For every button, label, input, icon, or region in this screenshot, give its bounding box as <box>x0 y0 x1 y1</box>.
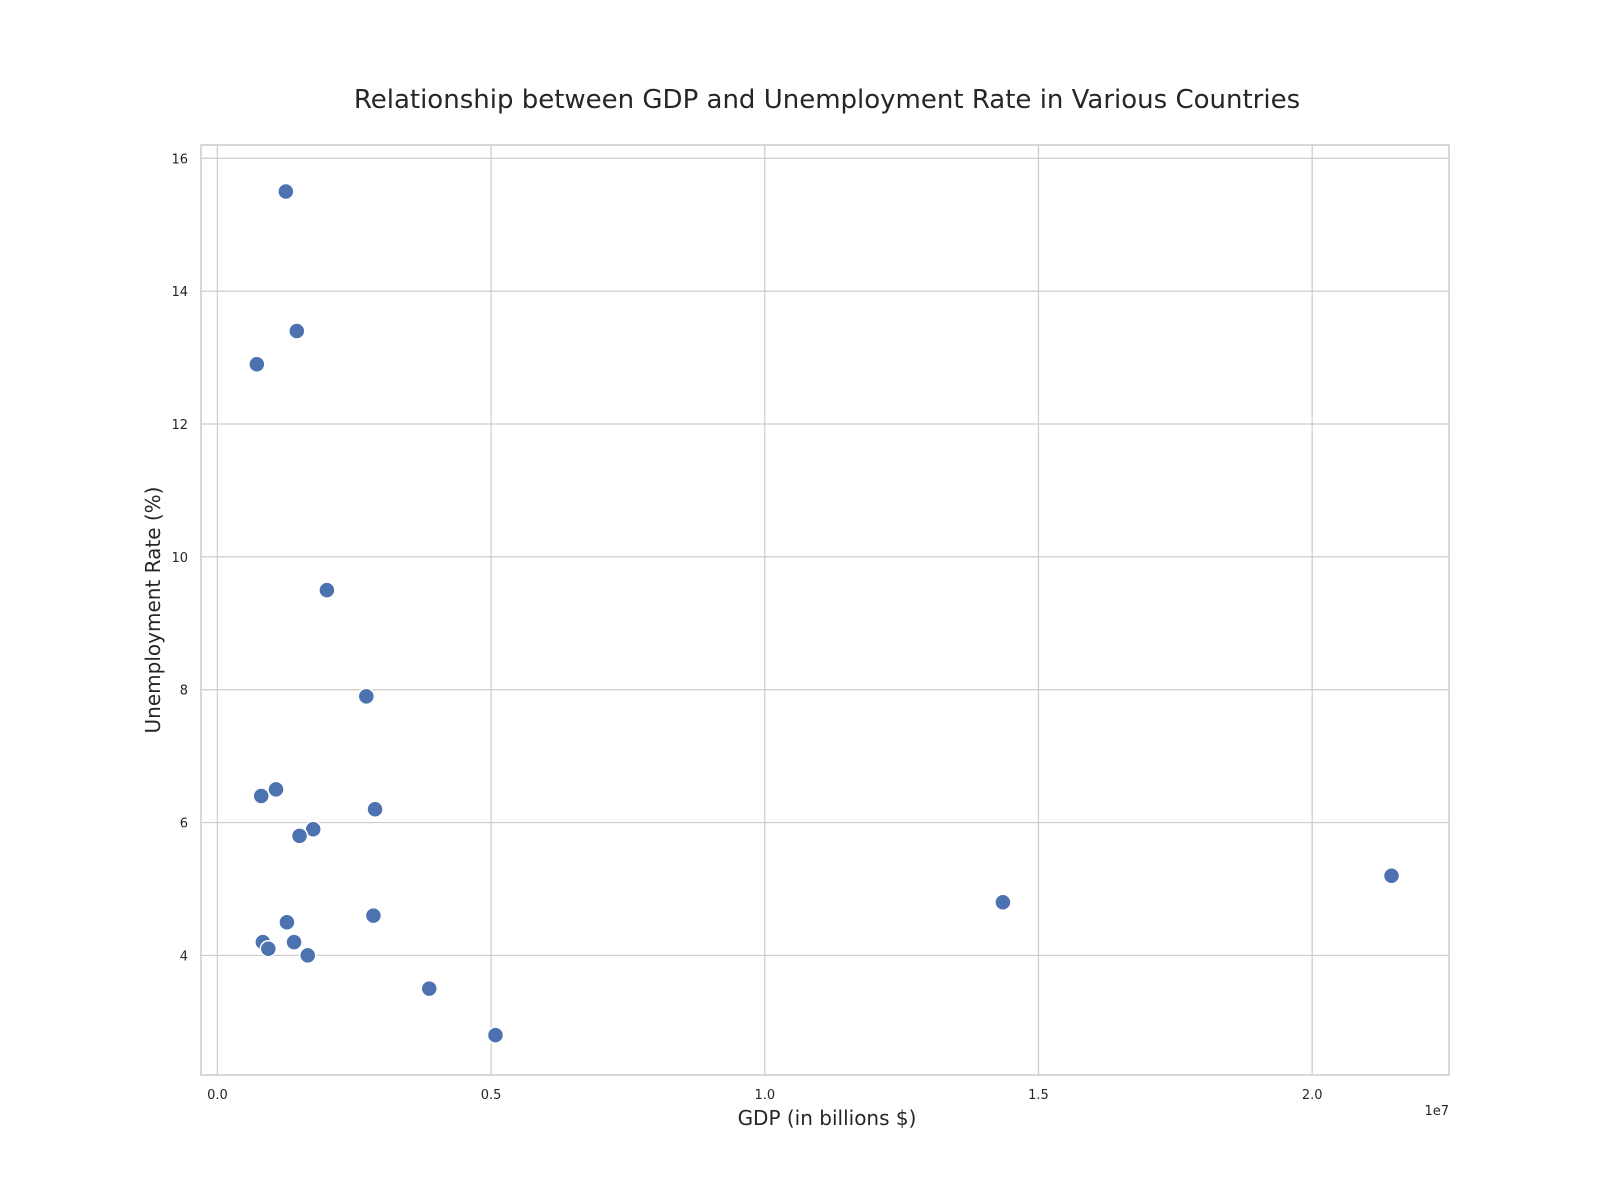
x-axis-label: GDP (in billions $) <box>738 1106 917 1130</box>
scatter-point <box>285 933 303 951</box>
y-tick-label: 14 <box>171 285 188 300</box>
scatter-point <box>288 322 306 340</box>
grid <box>201 145 1449 1075</box>
scatter-point <box>366 800 384 819</box>
x-tick-label: 0.5 <box>481 1088 502 1103</box>
y-tick-label: 6 <box>180 817 188 832</box>
scatter-point <box>259 940 278 958</box>
scatter-point <box>290 827 309 845</box>
y-tick-label: 16 <box>171 152 188 167</box>
x-tick-label: 0.0 <box>207 1088 228 1103</box>
y-tick-label: 4 <box>180 949 188 964</box>
x-tick-label: 1.0 <box>754 1088 775 1103</box>
y-axis-ticks: 4 6 8 10 12 14 16 <box>171 152 188 964</box>
y-tick-label: 12 <box>171 418 188 433</box>
x-tick-label: 2.0 <box>1302 1088 1323 1103</box>
x-axis-offset-label: 1e7 <box>1424 1104 1449 1119</box>
y-tick-label: 8 <box>180 684 188 699</box>
scatter-point <box>994 893 1012 912</box>
y-tick-label: 10 <box>171 551 188 566</box>
scatter-point <box>278 913 296 931</box>
scatter-point <box>486 1026 505 1044</box>
scatter-point <box>267 780 285 799</box>
y-axis-label: Unemployment Rate (%) <box>141 487 165 734</box>
scatter-point <box>318 581 336 599</box>
scatter-point <box>252 787 270 805</box>
scatter-point <box>357 687 376 706</box>
scatter-point <box>277 182 295 201</box>
scatter-point <box>1382 866 1401 885</box>
plot-frame <box>200 144 1450 1076</box>
data-points <box>248 182 1401 1044</box>
scatter-point <box>364 906 383 925</box>
x-tick-label: 1.5 <box>1028 1088 1049 1103</box>
x-axis-ticks: 0.0 0.5 1.0 1.5 2.0 <box>207 1088 1322 1103</box>
chart-title: Relationship between GDP and Unemploymen… <box>354 85 1300 115</box>
scatter-point <box>298 946 317 965</box>
scatter-point <box>420 979 439 998</box>
scatter-point <box>248 355 266 373</box>
